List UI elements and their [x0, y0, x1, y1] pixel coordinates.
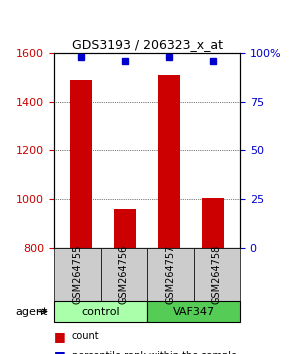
Text: count: count	[72, 331, 100, 341]
Text: GSM264756: GSM264756	[119, 245, 129, 304]
Bar	[202, 198, 224, 248]
Bar	[70, 80, 92, 248]
Text: agent: agent	[15, 307, 47, 316]
Text: control: control	[81, 307, 120, 316]
Text: GSM264758: GSM264758	[212, 245, 222, 304]
Text: VAF347: VAF347	[172, 307, 214, 316]
Text: ■: ■	[54, 349, 66, 354]
Bar	[114, 209, 136, 248]
Text: percentile rank within the sample: percentile rank within the sample	[72, 351, 237, 354]
Text: GSM264755: GSM264755	[72, 245, 82, 304]
Text: GSM264757: GSM264757	[165, 245, 175, 304]
Text: ■: ■	[54, 330, 66, 343]
Bar	[158, 75, 180, 248]
Title: GDS3193 / 206323_x_at: GDS3193 / 206323_x_at	[71, 38, 223, 51]
